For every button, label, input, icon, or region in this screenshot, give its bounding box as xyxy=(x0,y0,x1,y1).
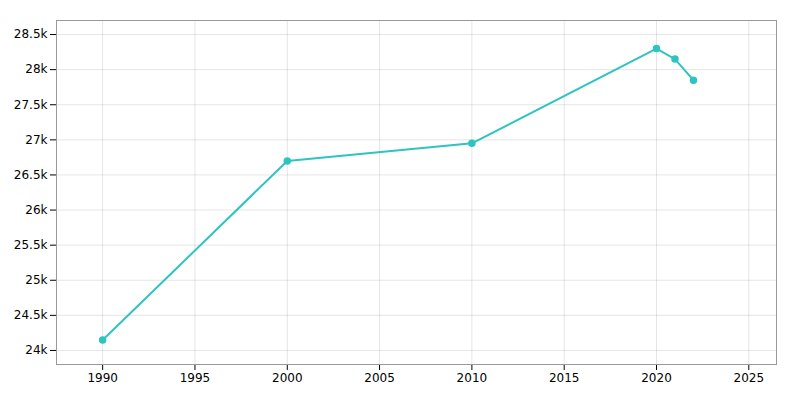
svg-text:26k: 26k xyxy=(25,203,47,217)
svg-text:25.5k: 25.5k xyxy=(14,238,48,252)
svg-text:28.5k: 28.5k xyxy=(14,27,48,41)
svg-text:2005: 2005 xyxy=(364,371,395,385)
svg-text:27k: 27k xyxy=(25,133,47,147)
svg-text:1995: 1995 xyxy=(180,371,211,385)
svg-text:24.5k: 24.5k xyxy=(14,308,48,322)
svg-text:2025: 2025 xyxy=(734,371,765,385)
svg-text:1990: 1990 xyxy=(87,371,118,385)
svg-text:25k: 25k xyxy=(25,273,47,287)
svg-text:28k: 28k xyxy=(25,62,47,76)
svg-text:2020: 2020 xyxy=(641,371,672,385)
svg-text:2000: 2000 xyxy=(272,371,303,385)
svg-text:2010: 2010 xyxy=(457,371,488,385)
svg-text:24k: 24k xyxy=(25,343,47,357)
svg-text:27.5k: 27.5k xyxy=(14,98,48,112)
svg-text:26.5k: 26.5k xyxy=(14,168,48,182)
svg-text:2015: 2015 xyxy=(549,371,580,385)
